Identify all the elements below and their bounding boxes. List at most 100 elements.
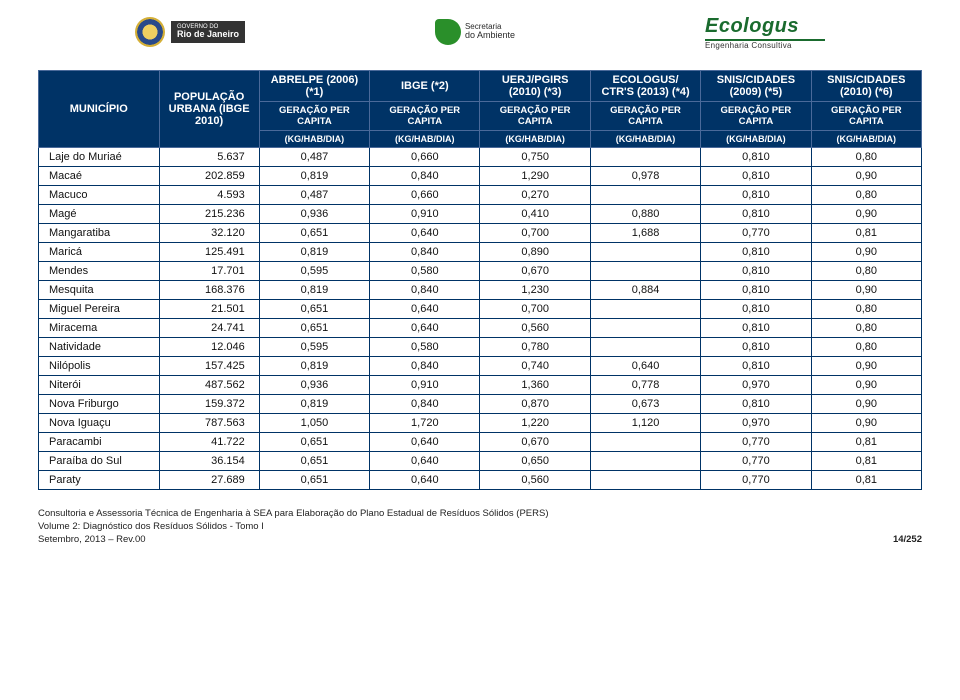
cell-value: 0,80 <box>811 186 921 205</box>
cell-value: 0,651 <box>259 300 369 319</box>
th-municipio: MUNICÍPIO <box>39 71 160 148</box>
ambiente-l2: do Ambiente <box>465 31 515 40</box>
cell-value: 0,560 <box>480 471 590 490</box>
th-src-2: UERJ/PGIRS (2010) (*3) <box>480 71 590 102</box>
cell-value: 0,880 <box>590 205 700 224</box>
cell-value: 0,840 <box>370 281 480 300</box>
cell-value <box>590 338 700 357</box>
cell-municipio: Paracambi <box>39 433 160 452</box>
cell-value: 0,640 <box>370 224 480 243</box>
cell-municipio: Magé <box>39 205 160 224</box>
cell-pop: 32.120 <box>159 224 259 243</box>
cell-municipio: Maricá <box>39 243 160 262</box>
cell-value: 0,819 <box>259 357 369 376</box>
cell-value: 1,360 <box>480 376 590 395</box>
table-row: Miguel Pereira21.5010,6510,6400,7000,810… <box>39 300 922 319</box>
th-unit-2: (KG/HAB/DIA) <box>480 131 590 148</box>
cell-value: 0,670 <box>480 433 590 452</box>
cell-value: 0,90 <box>811 205 921 224</box>
cell-value: 0,580 <box>370 338 480 357</box>
cell-pop: 17.701 <box>159 262 259 281</box>
cell-value: 0,81 <box>811 471 921 490</box>
cell-value <box>590 148 700 167</box>
cell-value: 0,978 <box>590 167 700 186</box>
cell-value: 0,560 <box>480 319 590 338</box>
cell-municipio: Macaé <box>39 167 160 186</box>
table-row: Nova Iguaçu787.5631,0501,7201,2201,1200,… <box>39 414 922 433</box>
cell-value: 0,810 <box>701 205 811 224</box>
th-sub-1: GERAÇÃO PER CAPITA <box>370 102 480 131</box>
leaf-icon <box>435 19 461 45</box>
table-row: Mesquita168.3760,8190,8401,2300,8840,810… <box>39 281 922 300</box>
cell-value: 0,80 <box>811 262 921 281</box>
ambiente-logo: Secretaria do Ambiente <box>435 19 515 45</box>
cell-value: 0,819 <box>259 395 369 414</box>
footer-l3: Setembro, 2013 – Rev.00 <box>38 534 549 547</box>
cell-value: 0,810 <box>701 338 811 357</box>
cell-value: 0,778 <box>590 376 700 395</box>
cell-value: 0,770 <box>701 224 811 243</box>
header-bar: GOVERNO DO Rio de Janeiro Secretaria do … <box>0 0 960 60</box>
cell-value: 0,651 <box>259 319 369 338</box>
footer-l1: Consultoria e Assessoria Técnica de Enge… <box>38 508 549 521</box>
cell-municipio: Nilópolis <box>39 357 160 376</box>
page-number: 14/252 <box>893 534 922 547</box>
cell-value: 0,651 <box>259 452 369 471</box>
cell-value: 0,840 <box>370 357 480 376</box>
cell-municipio: Macuco <box>39 186 160 205</box>
cell-value <box>590 433 700 452</box>
cell-value: 0,640 <box>370 471 480 490</box>
th-src-3: ECOLOGUS/ CTR'S (2013) (*4) <box>590 71 700 102</box>
th-sub-3: GERAÇÃO PER CAPITA <box>590 102 700 131</box>
th-unit-5: (KG/HAB/DIA) <box>811 131 921 148</box>
cell-value: 0,81 <box>811 452 921 471</box>
cell-pop: 36.154 <box>159 452 259 471</box>
table-row: Mendes17.7010,5950,5800,6700,8100,80 <box>39 262 922 281</box>
table-row: Niterói487.5620,9360,9101,3600,7780,9700… <box>39 376 922 395</box>
cell-pop: 5.637 <box>159 148 259 167</box>
cell-pop: 168.376 <box>159 281 259 300</box>
cell-value: 0,810 <box>701 186 811 205</box>
cell-pop: 787.563 <box>159 414 259 433</box>
table-row: Maricá125.4910,8190,8400,8900,8100,90 <box>39 243 922 262</box>
cell-value: 0,660 <box>370 148 480 167</box>
cell-value: 0,970 <box>701 376 811 395</box>
cell-value: 0,595 <box>259 338 369 357</box>
th-src-0: ABRELPE (2006) (*1) <box>259 71 369 102</box>
cell-value <box>590 319 700 338</box>
cell-value: 0,810 <box>701 262 811 281</box>
cell-value: 0,840 <box>370 167 480 186</box>
th-src-1: IBGE (*2) <box>370 71 480 102</box>
cell-pop: 27.689 <box>159 471 259 490</box>
cell-value: 0,810 <box>701 243 811 262</box>
cell-value: 1,230 <box>480 281 590 300</box>
cell-value: 0,810 <box>701 319 811 338</box>
cell-value: 0,81 <box>811 433 921 452</box>
table-body: Laje do Muriaé5.6370,4870,6600,7500,8100… <box>39 148 922 490</box>
cell-pop: 157.425 <box>159 357 259 376</box>
table-row: Magé215.2360,9360,9100,4100,8800,8100,90 <box>39 205 922 224</box>
cell-value: 0,810 <box>701 395 811 414</box>
cell-value: 0,910 <box>370 205 480 224</box>
cell-value: 0,650 <box>480 452 590 471</box>
th-src-4: SNIS/CIDADES (2009) (*5) <box>701 71 811 102</box>
cell-value: 0,410 <box>480 205 590 224</box>
cell-value: 0,840 <box>370 243 480 262</box>
th-unit-1: (KG/HAB/DIA) <box>370 131 480 148</box>
cell-value: 0,810 <box>701 148 811 167</box>
table-row: Natividade12.0460,5950,5800,7800,8100,80 <box>39 338 922 357</box>
cell-municipio: Miracema <box>39 319 160 338</box>
cell-value <box>590 471 700 490</box>
th-unit-3: (KG/HAB/DIA) <box>590 131 700 148</box>
cell-pop: 12.046 <box>159 338 259 357</box>
cell-value: 0,810 <box>701 167 811 186</box>
cell-value: 0,810 <box>701 281 811 300</box>
rj-text: GOVERNO DO Rio de Janeiro <box>171 21 245 43</box>
rj-seal-icon <box>135 17 165 47</box>
th-pop: POPULAÇÃO URBANA (IBGE 2010) <box>159 71 259 148</box>
table-row: Paracambi41.7220,6510,6400,6700,7700,81 <box>39 433 922 452</box>
cell-pop: 215.236 <box>159 205 259 224</box>
cell-value: 0,640 <box>370 433 480 452</box>
cell-value: 0,810 <box>701 300 811 319</box>
cell-value: 0,80 <box>811 319 921 338</box>
